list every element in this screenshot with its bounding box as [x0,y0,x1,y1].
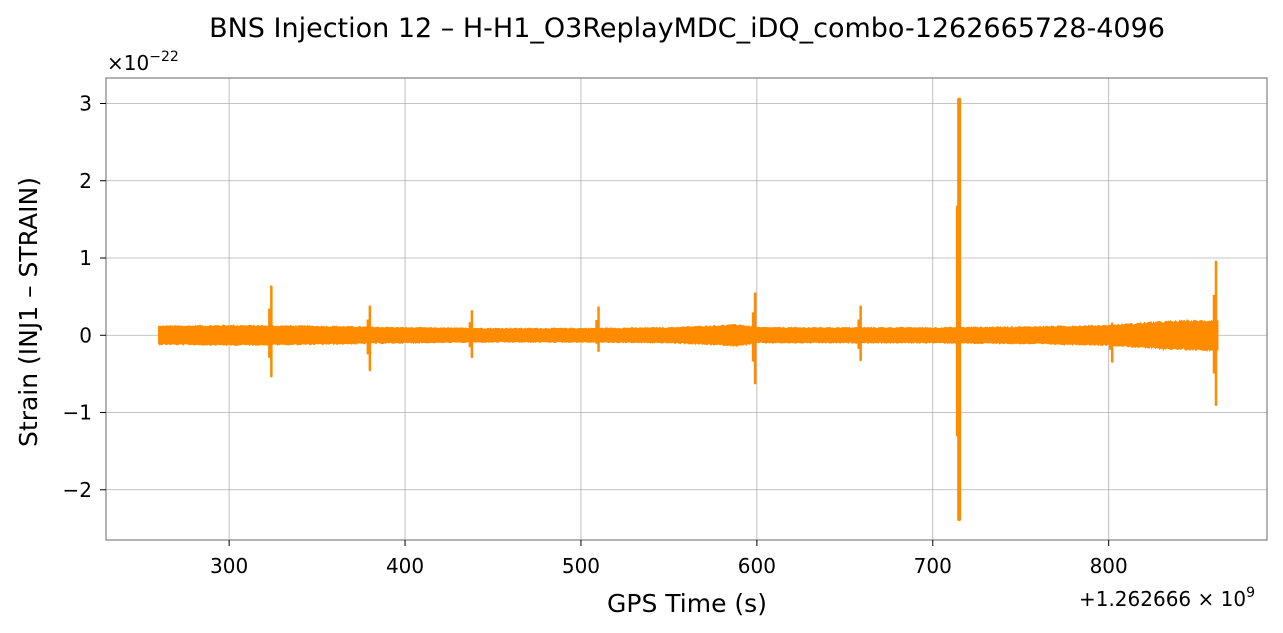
x-tick-label: 600 [738,554,776,578]
y-scale-exponent: −22 [149,49,179,65]
x-tick-label: 800 [1090,554,1128,578]
y-tick-label: 0 [79,323,92,347]
y-axis-label: Strain (INJ1 – STRAIN) [14,177,43,447]
x-tick-label: 700 [914,554,952,578]
chart-title: BNS Injection 12 – H-H1_O3ReplayMDC_iDQ_… [209,13,1165,44]
series-spikes [268,97,1218,522]
x-tick-label: 500 [562,554,600,578]
x-offset-base: +1.262666 × 10 [1079,587,1246,611]
x-tick-label: 300 [210,554,248,578]
y-axis-ticks: −2 −1 0 1 2 3 [63,91,106,502]
plot-frame [105,77,1268,541]
x-offset-label: +1.262666 × 109 [1079,585,1255,611]
y-tick-label: 2 [79,169,92,193]
y-scale-base: ×10 [107,51,149,75]
x-axis-ticks: 300 400 500 600 700 800 [210,540,1128,578]
y-tick-label: −2 [63,478,92,502]
grid [106,78,1267,540]
plot-area [158,97,1219,522]
x-tick-label: 400 [386,554,424,578]
y-tick-label: 3 [79,91,92,115]
y-tick-label: 1 [79,246,92,270]
y-tick-label: −1 [63,401,92,425]
x-offset-exponent: 9 [1246,585,1255,601]
series-noise-trace [158,320,1218,350]
x-axis-label: GPS Time (s) [607,589,767,618]
y-scale-label: ×10−22 [107,49,179,75]
